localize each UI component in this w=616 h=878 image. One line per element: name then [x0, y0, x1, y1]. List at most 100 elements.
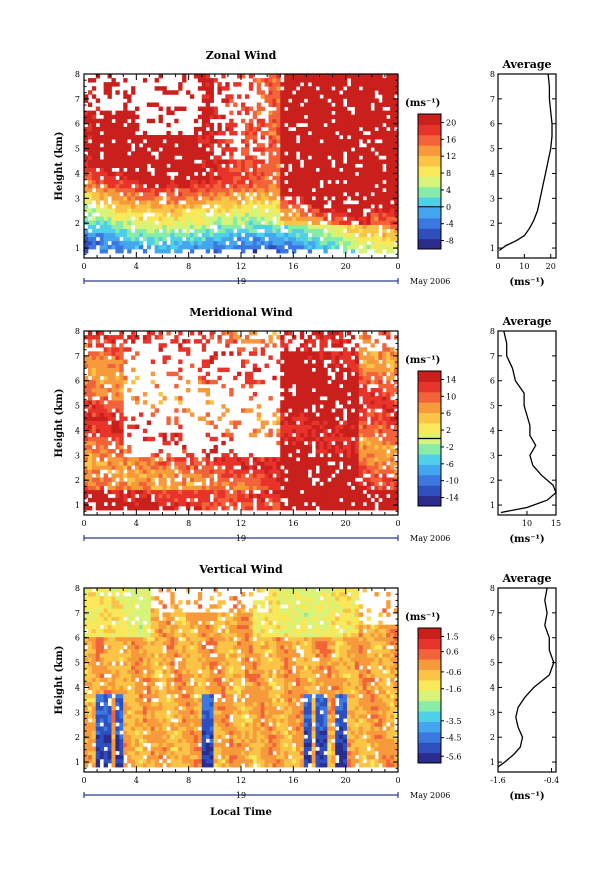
y-tick-label: 7 [75, 95, 80, 104]
heatmap-cell [190, 461, 194, 465]
heatmap-cell [119, 355, 123, 359]
heatmap-cell [139, 229, 143, 233]
heatmap-cell [202, 155, 206, 159]
heatmap-cell [382, 477, 386, 481]
heatmap-cell [119, 343, 123, 347]
heatmap-cell [143, 78, 147, 82]
heatmap-cell [96, 421, 100, 425]
heatmap-cell [272, 147, 276, 151]
heatmap-cell [359, 180, 363, 184]
heatmap-cell [182, 212, 186, 216]
heatmap-cell [159, 188, 163, 192]
heatmap-cell [151, 204, 155, 208]
heatmap-cell [280, 506, 284, 510]
heatmap-cell [253, 368, 257, 372]
heatmap-cell [276, 461, 280, 465]
heatmap-cell [194, 473, 198, 477]
heatmap-cell [351, 176, 355, 180]
heatmap-cell [127, 98, 131, 102]
heatmap-cell [119, 127, 123, 131]
heatmap-cell [104, 245, 108, 249]
heatmap-cell [229, 229, 233, 233]
heatmap-cell [198, 200, 202, 204]
heatmap-cell [351, 94, 355, 98]
average-y-tick-label: 7 [490, 95, 495, 104]
heatmap-cell [186, 155, 190, 159]
heatmap-cell [355, 245, 359, 249]
heatmap-cell [104, 412, 108, 416]
heatmap-cell [300, 241, 304, 245]
heatmap-cell [355, 412, 359, 416]
heatmap-cell [284, 421, 288, 425]
heatmap-cell [249, 233, 253, 237]
heatmap-cell [276, 86, 280, 90]
heatmap-cell [378, 351, 382, 355]
heatmap-cell [237, 204, 241, 208]
heatmap-cell [182, 78, 186, 82]
heatmap-cell [210, 400, 214, 404]
heatmap-cell [300, 384, 304, 388]
heatmap-cell [174, 176, 178, 180]
heatmap-cell [155, 196, 159, 200]
heatmap-cell [104, 176, 108, 180]
heatmap-cell [257, 86, 261, 90]
heatmap-cell [221, 188, 225, 192]
heatmap-cell [378, 416, 382, 420]
heatmap-cell [300, 180, 304, 184]
heatmap-cell [308, 123, 312, 127]
heatmap-cell [390, 119, 394, 123]
heatmap-cell [198, 506, 202, 510]
heatmap-cell [163, 343, 167, 347]
heatmap-cell [257, 457, 261, 461]
heatmap-cell [347, 494, 351, 498]
heatmap-cell [296, 384, 300, 388]
heatmap-cell [374, 168, 378, 172]
heatmap-cell [382, 372, 386, 376]
heatmap-cell [296, 388, 300, 392]
heatmap-cell [335, 506, 339, 510]
heatmap-cell [253, 457, 257, 461]
heatmap-cell [335, 241, 339, 245]
heatmap-cell [363, 388, 367, 392]
heatmap-cell [276, 506, 280, 510]
heatmap-cell [143, 400, 147, 404]
heatmap-cell [135, 135, 139, 139]
heatmap-cell [100, 351, 104, 355]
heatmap-cell [217, 416, 221, 420]
heatmap-cell [155, 102, 159, 106]
heatmap-cell [351, 364, 355, 368]
heatmap-cell [111, 355, 115, 359]
heatmap-cell [276, 180, 280, 184]
heatmap-cell [300, 172, 304, 176]
heatmap-cell [241, 216, 245, 220]
heatmap-cell [163, 188, 167, 192]
heatmap-cell [261, 119, 265, 123]
heatmap-cell [300, 445, 304, 449]
heatmap-cell [363, 249, 367, 253]
heatmap-cell [335, 461, 339, 465]
heatmap-cell [304, 490, 308, 494]
heatmap-cell [265, 465, 269, 469]
heatmap-cell [214, 445, 218, 449]
heatmap-cell [284, 78, 288, 82]
heatmap-cell [335, 155, 339, 159]
heatmap-cell [108, 245, 112, 249]
heatmap-cell [320, 376, 324, 380]
heatmap-cell [143, 168, 147, 172]
heatmap-cell [198, 168, 202, 172]
heatmap-cell [131, 139, 135, 143]
heatmap-cell [296, 180, 300, 184]
heatmap-cell [214, 192, 218, 196]
heatmap-cell [320, 359, 324, 363]
heatmap-cell [265, 486, 269, 490]
heatmap-cell [382, 396, 386, 400]
heatmap-cell [308, 216, 312, 220]
heatmap-cell [127, 506, 131, 510]
heatmap-cell [292, 404, 296, 408]
heatmap-cell [210, 502, 214, 506]
heatmap-cell [194, 465, 198, 469]
heatmap-cell [374, 461, 378, 465]
heatmap-cell [272, 192, 276, 196]
heatmap-cell [343, 473, 347, 477]
heatmap-cell [147, 200, 151, 204]
